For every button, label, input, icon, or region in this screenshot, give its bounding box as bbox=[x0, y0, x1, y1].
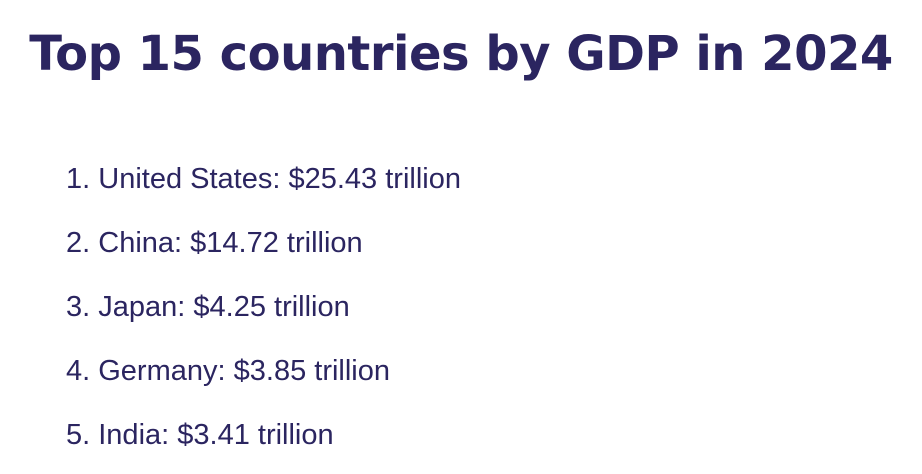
country-name: United States bbox=[98, 163, 273, 195]
gdp-ranking-list: 1. United States: $25.43 trillion 2. Chi… bbox=[66, 147, 461, 467]
page-title: Top 15 countries by GDP in 2024 bbox=[29, 26, 893, 82]
gdp-value: $14.72 trillion bbox=[190, 227, 363, 259]
gdp-value: $4.25 trillion bbox=[193, 291, 350, 323]
gdp-value: $3.85 trillion bbox=[233, 355, 391, 387]
country-name: India bbox=[98, 419, 162, 451]
rank-number: 4. bbox=[66, 355, 91, 387]
country-name: Japan bbox=[98, 291, 178, 323]
country-name: China bbox=[98, 227, 175, 259]
gdp-value: $3.41 trillion bbox=[177, 419, 334, 451]
list-item: 5. India: $3.41 trillion bbox=[66, 419, 334, 451]
list-item: 2. China: $14.72 trillion bbox=[66, 227, 363, 259]
rank-number: 1. bbox=[66, 163, 91, 195]
list-item: 3. Japan: $4.25 trillion bbox=[66, 291, 350, 323]
gdp-value: $25.43 trillion bbox=[288, 163, 461, 195]
list-item: 1. United States: $25.43 trillion bbox=[66, 163, 461, 195]
rank-number: 3. bbox=[66, 291, 91, 323]
country-name: Germany bbox=[98, 355, 218, 387]
rank-number: 2. bbox=[66, 227, 91, 259]
rank-number: 5. bbox=[66, 419, 91, 451]
list-item: 4. Germany: $3.85 trillion bbox=[66, 355, 391, 387]
